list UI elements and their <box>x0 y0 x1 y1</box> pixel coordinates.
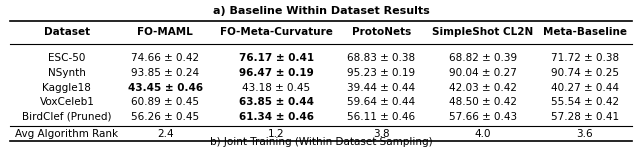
Text: ESC-50: ESC-50 <box>48 53 86 63</box>
Text: 71.72 ± 0.38: 71.72 ± 0.38 <box>550 53 619 63</box>
Text: 42.03 ± 0.42: 42.03 ± 0.42 <box>449 82 517 93</box>
Text: 63.85 ± 0.44: 63.85 ± 0.44 <box>239 97 314 107</box>
Text: 48.50 ± 0.42: 48.50 ± 0.42 <box>449 97 517 107</box>
Text: 68.83 ± 0.38: 68.83 ± 0.38 <box>348 53 415 63</box>
Text: 3.6: 3.6 <box>576 129 593 139</box>
Text: a) Baseline Within Dataset Results: a) Baseline Within Dataset Results <box>212 6 429 16</box>
Text: 3.8: 3.8 <box>373 129 390 139</box>
Text: 39.44 ± 0.44: 39.44 ± 0.44 <box>348 82 415 93</box>
Text: 93.85 ± 0.24: 93.85 ± 0.24 <box>131 68 200 78</box>
Text: 68.82 ± 0.39: 68.82 ± 0.39 <box>449 53 517 63</box>
Text: 59.64 ± 0.44: 59.64 ± 0.44 <box>348 97 415 107</box>
Text: 61.34 ± 0.46: 61.34 ± 0.46 <box>239 112 314 122</box>
Text: 56.26 ± 0.45: 56.26 ± 0.45 <box>131 112 200 122</box>
Text: 40.27 ± 0.44: 40.27 ± 0.44 <box>550 82 619 93</box>
Text: 57.66 ± 0.43: 57.66 ± 0.43 <box>449 112 517 122</box>
Text: 4.0: 4.0 <box>475 129 492 139</box>
Text: 55.54 ± 0.42: 55.54 ± 0.42 <box>550 97 619 107</box>
Text: 2.4: 2.4 <box>157 129 173 139</box>
Text: SimpleShot CL2N: SimpleShot CL2N <box>433 27 534 37</box>
Text: 43.45 ± 0.46: 43.45 ± 0.46 <box>128 82 203 93</box>
Text: 56.11 ± 0.46: 56.11 ± 0.46 <box>348 112 415 122</box>
Text: 90.04 ± 0.27: 90.04 ± 0.27 <box>449 68 517 78</box>
Text: NSynth: NSynth <box>48 68 86 78</box>
Text: 90.74 ± 0.25: 90.74 ± 0.25 <box>550 68 619 78</box>
Text: b) Joint Training (Within Dataset Sampling): b) Joint Training (Within Dataset Sampli… <box>210 137 432 147</box>
Text: ProtoNets: ProtoNets <box>352 27 411 37</box>
Text: Meta-Baseline: Meta-Baseline <box>543 27 627 37</box>
Text: VoxCeleb1: VoxCeleb1 <box>40 97 94 107</box>
Text: 43.18 ± 0.45: 43.18 ± 0.45 <box>243 82 310 93</box>
Text: 76.17 ± 0.41: 76.17 ± 0.41 <box>239 53 314 63</box>
Text: Dataset: Dataset <box>44 27 90 37</box>
Text: 74.66 ± 0.42: 74.66 ± 0.42 <box>131 53 200 63</box>
Text: 60.89 ± 0.45: 60.89 ± 0.45 <box>131 97 199 107</box>
Text: FO-Meta-Curvature: FO-Meta-Curvature <box>220 27 333 37</box>
Text: Kaggle18: Kaggle18 <box>42 82 92 93</box>
Text: BirdClef (Pruned): BirdClef (Pruned) <box>22 112 111 122</box>
Text: 1.2: 1.2 <box>268 129 285 139</box>
Text: 96.47 ± 0.19: 96.47 ± 0.19 <box>239 68 314 78</box>
Text: Avg Algorithm Rank: Avg Algorithm Rank <box>15 129 118 139</box>
Text: FO-MAML: FO-MAML <box>138 27 193 37</box>
Text: 95.23 ± 0.19: 95.23 ± 0.19 <box>348 68 415 78</box>
Text: 57.28 ± 0.41: 57.28 ± 0.41 <box>550 112 619 122</box>
